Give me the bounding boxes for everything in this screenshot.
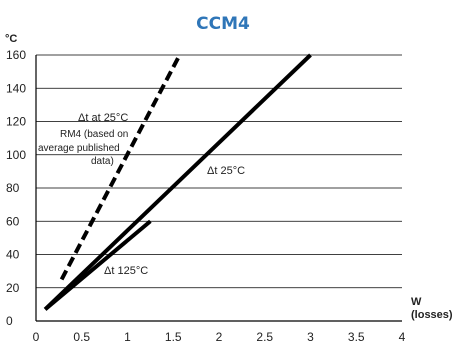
annotation-solid-125: Δt 125°C bbox=[104, 265, 148, 277]
x-tick-label-3.5: 3.5 bbox=[348, 330, 365, 344]
annotation-dashed-line4: data) bbox=[91, 156, 114, 167]
series-lines bbox=[43, 53, 312, 311]
x-tick-label-2.5: 2.5 bbox=[256, 330, 273, 344]
x-tick-label-4: 4 bbox=[399, 330, 406, 344]
y-tick-label-140: 140 bbox=[6, 81, 26, 95]
y-tick-label-60: 60 bbox=[6, 214, 20, 228]
y-tick-label-0: 0 bbox=[6, 314, 13, 328]
gridlines bbox=[36, 54, 402, 289]
axes bbox=[35, 55, 402, 322]
y-axis-unit: °C bbox=[5, 33, 17, 45]
x-tick-label-1.5: 1.5 bbox=[165, 330, 182, 344]
annotation-dashed-line3: average published bbox=[38, 143, 120, 154]
x-tick-label-0.5: 0.5 bbox=[73, 330, 90, 344]
series-line-1 bbox=[43, 219, 152, 311]
y-tick-label-160: 160 bbox=[6, 48, 26, 62]
annotation-solid-25: Δt 25°C bbox=[207, 165, 245, 177]
y-tick-label-80: 80 bbox=[6, 181, 20, 195]
annotation-dashed-line1: Δt at 25°C bbox=[78, 112, 128, 124]
y-tick-labels: 0 20 40 60 80 100 120 140 160 bbox=[6, 48, 26, 328]
x-axis-label-line2: (losses) bbox=[411, 309, 453, 321]
x-tick-labels: 0 0.5 1 1.5 2 2.5 3 3.5 4 bbox=[33, 330, 406, 344]
x-axis-label-line1: W bbox=[411, 296, 422, 308]
y-tick-label-40: 40 bbox=[6, 248, 20, 262]
chart-title: CCM4 bbox=[196, 14, 250, 34]
x-tick-label-3: 3 bbox=[307, 330, 314, 344]
x-tick-label-0: 0 bbox=[33, 330, 40, 344]
y-tick-label-100: 100 bbox=[6, 148, 26, 162]
series-line-2 bbox=[59, 54, 182, 281]
x-tick-label-1: 1 bbox=[124, 330, 131, 344]
y-tick-label-20: 20 bbox=[6, 281, 20, 295]
annotation-dashed-line2: RM4 (based on bbox=[60, 129, 128, 140]
y-tick-label-120: 120 bbox=[6, 115, 26, 129]
x-tick-label-2: 2 bbox=[216, 330, 223, 344]
series-line-0 bbox=[43, 53, 312, 311]
